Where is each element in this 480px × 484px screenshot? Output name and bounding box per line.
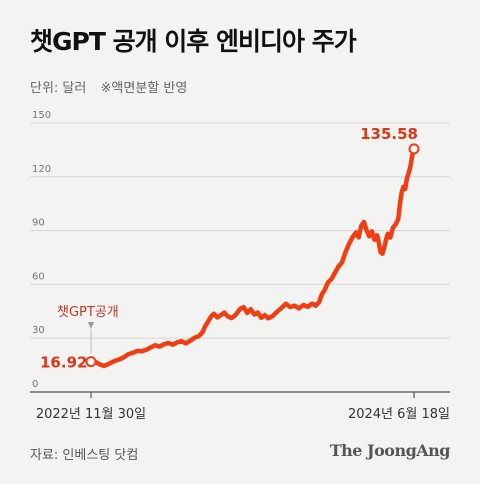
start-point-marker xyxy=(85,356,97,368)
source-note: 자료: 인베스팅 닷컴 xyxy=(30,448,139,463)
end-point-marker xyxy=(408,143,420,155)
split-note: ※액면분할 반영 xyxy=(100,81,188,96)
event-marker-arrow xyxy=(88,322,94,329)
start-value-label: 16.92 xyxy=(40,354,87,372)
unit-note: 단위: 달러 xyxy=(30,81,87,96)
price-series-line xyxy=(88,146,417,369)
page-title: 챗GPT 공개 이후 엔비디아 주가 xyxy=(30,27,357,56)
x-label-end: 2024년 6월 18일 xyxy=(348,407,450,422)
y-tick-60: 60 xyxy=(32,271,45,282)
subtitle: 단위: 달러 ※액면분할 반영 xyxy=(30,77,187,96)
event-label: 챗GPT공개 xyxy=(57,305,119,320)
y-tick-120: 120 xyxy=(32,164,51,175)
x-label-start: 2022년 11월 30일 xyxy=(36,407,146,422)
y-tick-0: 0 xyxy=(32,379,38,390)
brand-logo: The JoongAng xyxy=(329,441,451,460)
y-tick-90: 90 xyxy=(32,218,45,229)
y-tick-labels: 0 30 60 90 120 150 xyxy=(32,110,51,390)
y-tick-150: 150 xyxy=(32,110,51,121)
grid-lines xyxy=(30,122,450,339)
y-tick-30: 30 xyxy=(32,325,45,336)
end-value-label: 135.58 xyxy=(360,125,418,143)
